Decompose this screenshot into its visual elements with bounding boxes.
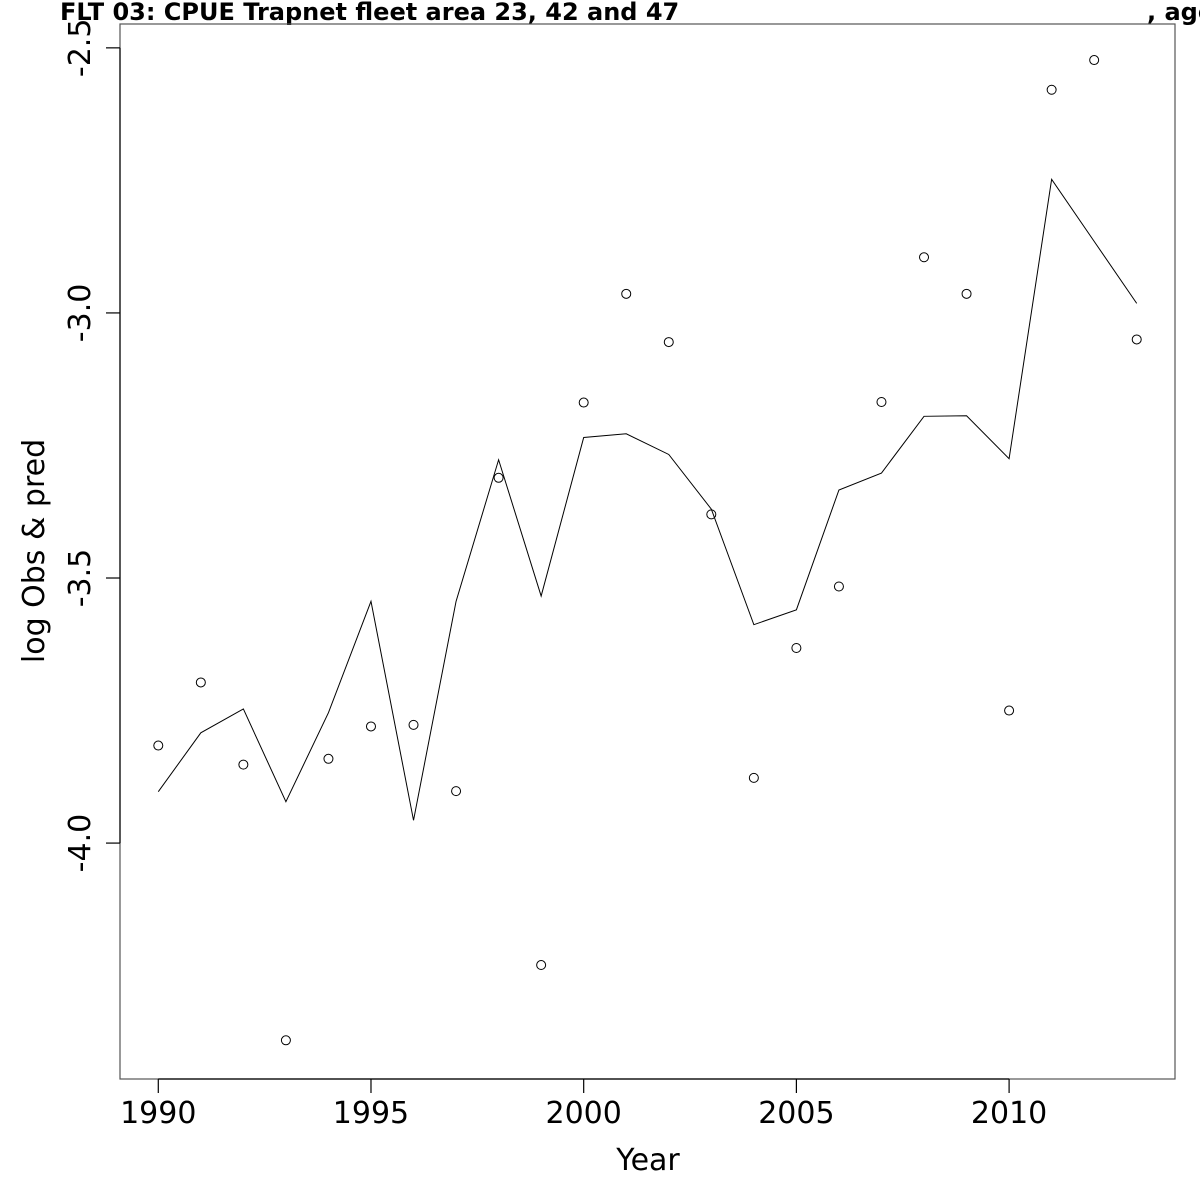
chart-title: FLT 03: CPUE Trapnet fleet area 23, 42 a… xyxy=(60,0,679,26)
series-layer xyxy=(153,55,1142,1046)
plot-frame xyxy=(119,23,1176,1080)
observed-point xyxy=(876,396,887,407)
x-axis-label: Year xyxy=(615,1143,680,1178)
observed-point xyxy=(1089,55,1100,66)
observed-point xyxy=(408,719,419,730)
observed-point xyxy=(961,288,972,299)
x-axis: 1990 1995 2000 2005 2010 xyxy=(120,1078,1047,1131)
observed-point xyxy=(1004,705,1015,716)
x-tick-label: 1990 xyxy=(120,1096,196,1131)
y-tick-label: -4.0 xyxy=(63,814,98,873)
observed-point xyxy=(578,397,589,408)
y-axis-label: log Obs & pred xyxy=(17,439,52,663)
observed-point xyxy=(280,1035,291,1046)
fitted-line xyxy=(157,178,1138,821)
observed-point xyxy=(1131,334,1142,345)
observed-point xyxy=(365,721,376,732)
x-tick-label: 2000 xyxy=(546,1096,622,1131)
x-tick-label: 1995 xyxy=(333,1096,409,1131)
observed-point xyxy=(833,581,844,592)
observed-point xyxy=(536,960,547,971)
y-tick-label: -3.0 xyxy=(63,284,98,343)
y-tick-label: -2.5 xyxy=(63,19,98,78)
observed-point xyxy=(663,337,674,348)
observed-point xyxy=(748,772,759,783)
observed-point xyxy=(153,740,164,751)
y-axis: -4.0 -3.5 -3.0 -2.5 xyxy=(63,19,121,873)
chart-title-suffix: , age xyxy=(1147,0,1200,26)
observed-point xyxy=(493,472,504,483)
observed-point xyxy=(791,642,802,653)
observed-point xyxy=(323,753,334,764)
x-tick-label: 2010 xyxy=(971,1096,1047,1131)
observed-point xyxy=(919,252,930,263)
observed-point xyxy=(451,786,462,797)
observed-point xyxy=(238,759,249,770)
y-tick-label: -3.5 xyxy=(63,549,98,608)
observed-point xyxy=(621,288,632,299)
observed-point xyxy=(1046,84,1057,95)
observed-point xyxy=(195,677,206,688)
x-tick-label: 2005 xyxy=(758,1096,834,1131)
